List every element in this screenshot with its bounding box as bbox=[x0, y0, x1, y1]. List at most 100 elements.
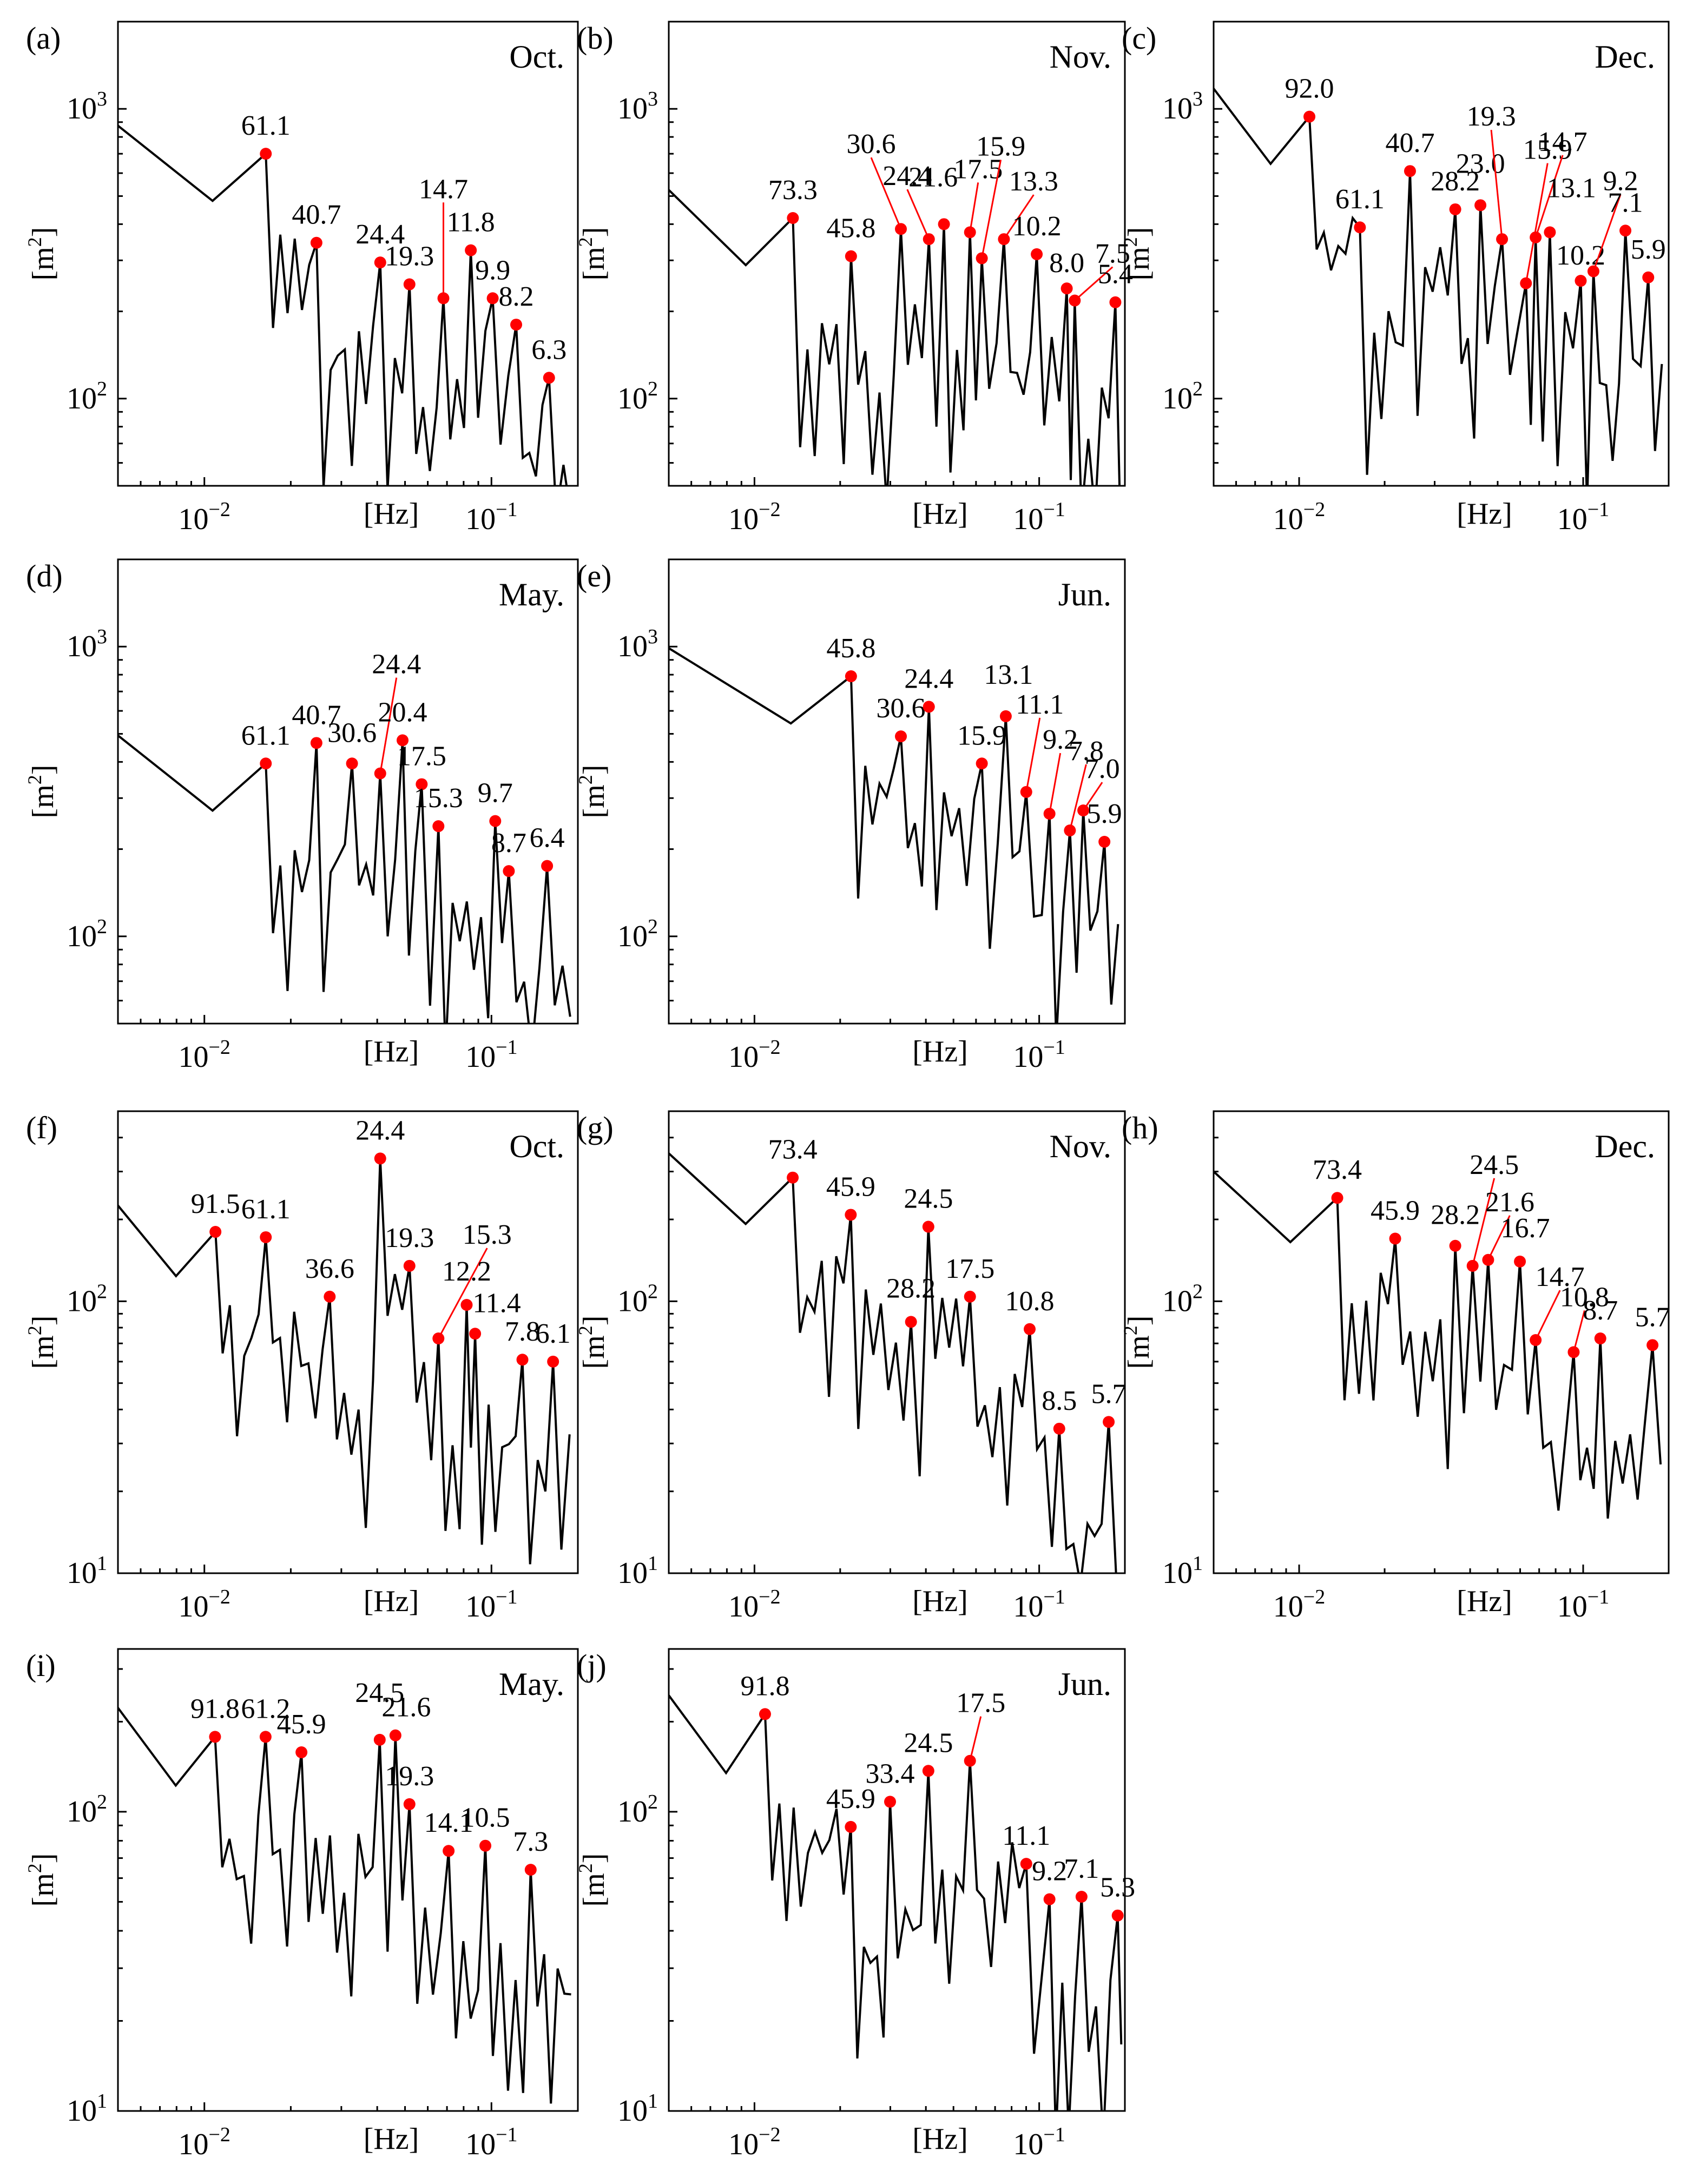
peak-label: 45.8 bbox=[826, 633, 875, 664]
peak-label: 16.7 bbox=[1501, 1213, 1550, 1244]
panel-i: 10−2 10−1 101 102 [Hz] [m2] (i) May. 91.8 61.245.… bbox=[24, 1648, 579, 2161]
peak-marker bbox=[374, 767, 386, 780]
x-axis-label: [Hz] bbox=[364, 1585, 419, 1618]
peak-marker bbox=[1053, 1422, 1065, 1435]
panel-h: 10−2 10−1 101 102 [Hz] [m2] (h) Dec. 73.4 45.9 28.… bbox=[1119, 1110, 1670, 1624]
peak-label: 21.6 bbox=[381, 1692, 431, 1723]
axes-frame-f bbox=[117, 1110, 579, 1574]
x-tick-label: 10−2 bbox=[1273, 1586, 1325, 1624]
peak-marker bbox=[503, 865, 515, 877]
peak-marker bbox=[310, 737, 322, 749]
peak-label: 73.4 bbox=[768, 1134, 818, 1165]
peak-marker bbox=[403, 1798, 416, 1810]
peak-label: 17.5 bbox=[953, 154, 1003, 184]
y-tick-label: 102 bbox=[67, 915, 107, 953]
peak-marker bbox=[922, 1765, 934, 1777]
peak-label: 7.8 bbox=[1069, 736, 1104, 767]
peak-marker bbox=[884, 1796, 897, 1808]
peak-label: 73.3 bbox=[768, 175, 818, 206]
y-axis-label: [m2] bbox=[1119, 227, 1156, 281]
panel-label: (g) bbox=[577, 1110, 614, 1145]
month-title: Jun. bbox=[1058, 1666, 1111, 1702]
peak-marker bbox=[324, 1290, 336, 1303]
peak-marker bbox=[489, 815, 502, 827]
y-tick-label: 103 bbox=[1162, 88, 1203, 126]
peak-label: 45.8 bbox=[826, 213, 875, 244]
peak-label: 5.9 bbox=[1631, 234, 1666, 265]
peak-leader bbox=[1049, 753, 1062, 814]
peak-marker bbox=[465, 244, 477, 256]
peak-label: 45.9 bbox=[1371, 1196, 1420, 1226]
peak-marker bbox=[1031, 248, 1043, 260]
x-tick-label: 10−1 bbox=[465, 1586, 517, 1624]
peak-label: 23.0 bbox=[1456, 148, 1505, 179]
peak-label: 15.9 bbox=[957, 720, 1006, 751]
peak-label: 91.5 bbox=[191, 1189, 240, 1219]
spectrum-line-d bbox=[118, 734, 571, 1024]
peak-marker bbox=[432, 820, 445, 833]
peak-marker bbox=[432, 1332, 445, 1345]
peak-marker bbox=[469, 1328, 482, 1340]
peak-marker bbox=[787, 1171, 799, 1184]
peak-marker bbox=[260, 148, 272, 160]
x-tick-label: 10−1 bbox=[1557, 1586, 1609, 1624]
axes-frame-b bbox=[668, 21, 1126, 487]
peak-label: 13.1 bbox=[1547, 173, 1596, 203]
x-axis-label: [Hz] bbox=[912, 1585, 968, 1618]
peak-leader bbox=[1572, 1310, 1585, 1352]
peak-marker bbox=[1020, 1858, 1032, 1870]
peak-label: 17.5 bbox=[956, 1688, 1005, 1719]
peak-marker bbox=[1064, 824, 1076, 837]
peak-label: 8.7 bbox=[1583, 1295, 1618, 1326]
peak-label: 61.1 bbox=[241, 110, 291, 141]
month-title: Dec. bbox=[1595, 39, 1655, 75]
peak-marker bbox=[999, 710, 1012, 722]
peak-marker bbox=[895, 730, 907, 743]
x-tick-label: 10−2 bbox=[728, 1036, 780, 1074]
peak-marker bbox=[1575, 275, 1587, 287]
x-tick-label: 10−1 bbox=[1013, 1036, 1065, 1074]
peak-marker bbox=[1389, 1232, 1401, 1245]
peak-leader bbox=[1025, 717, 1041, 793]
peak-label: 9.2 bbox=[1043, 724, 1078, 755]
spectrum-line-g bbox=[669, 1152, 1117, 1573]
axes-frame-e bbox=[668, 558, 1126, 1025]
peak-marker bbox=[1567, 1346, 1580, 1358]
peak-marker bbox=[1514, 1255, 1526, 1268]
peak-marker bbox=[938, 218, 950, 230]
peak-label: 14.1 bbox=[424, 1807, 473, 1838]
peak-label: 5.9 bbox=[1087, 799, 1122, 829]
peak-label: 12.2 bbox=[442, 1256, 491, 1287]
x-tick-label: 10−2 bbox=[178, 1036, 230, 1074]
peak-label: 61.2 bbox=[241, 1693, 290, 1724]
x-tick-label: 10−2 bbox=[178, 2123, 230, 2161]
peak-marker bbox=[510, 319, 523, 331]
peak-marker bbox=[1061, 282, 1073, 295]
peak-label: 61.1 bbox=[241, 1194, 291, 1225]
peak-marker bbox=[976, 252, 988, 265]
peak-label: 45.9 bbox=[826, 1784, 875, 1814]
x-axis-label: [Hz] bbox=[912, 497, 968, 531]
peak-label: 6.4 bbox=[530, 823, 565, 854]
peak-marker bbox=[1449, 1239, 1461, 1252]
peak-marker bbox=[845, 1820, 857, 1833]
peak-marker bbox=[516, 1354, 529, 1366]
peak-label: 17.5 bbox=[397, 741, 446, 772]
x-axis-label: [Hz] bbox=[912, 1035, 968, 1068]
month-title: Nov. bbox=[1050, 39, 1111, 75]
peak-label: 19.3 bbox=[385, 1761, 434, 1792]
peak-label: 24.5 bbox=[1470, 1150, 1519, 1180]
month-title: Oct. bbox=[509, 1129, 564, 1164]
peak-label: 9.7 bbox=[478, 778, 513, 809]
peak-marker bbox=[1530, 231, 1542, 243]
month-title: Oct. bbox=[509, 39, 564, 75]
spectrum-line-b bbox=[669, 189, 1121, 486]
x-tick-label: 10−2 bbox=[178, 498, 230, 536]
peak-label: 21.6 bbox=[1485, 1187, 1534, 1218]
peak-label: 10.8 bbox=[1005, 1286, 1055, 1317]
peak-label: 15.9 bbox=[976, 131, 1025, 162]
peak-leader bbox=[1490, 129, 1503, 240]
peak-label: 13.1 bbox=[984, 659, 1033, 690]
peak-label: 8.2 bbox=[499, 281, 534, 312]
x-tick-label: 10−1 bbox=[465, 2123, 517, 2161]
